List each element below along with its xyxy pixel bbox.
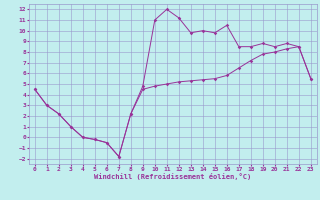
X-axis label: Windchill (Refroidissement éolien,°C): Windchill (Refroidissement éolien,°C) [94, 173, 252, 180]
